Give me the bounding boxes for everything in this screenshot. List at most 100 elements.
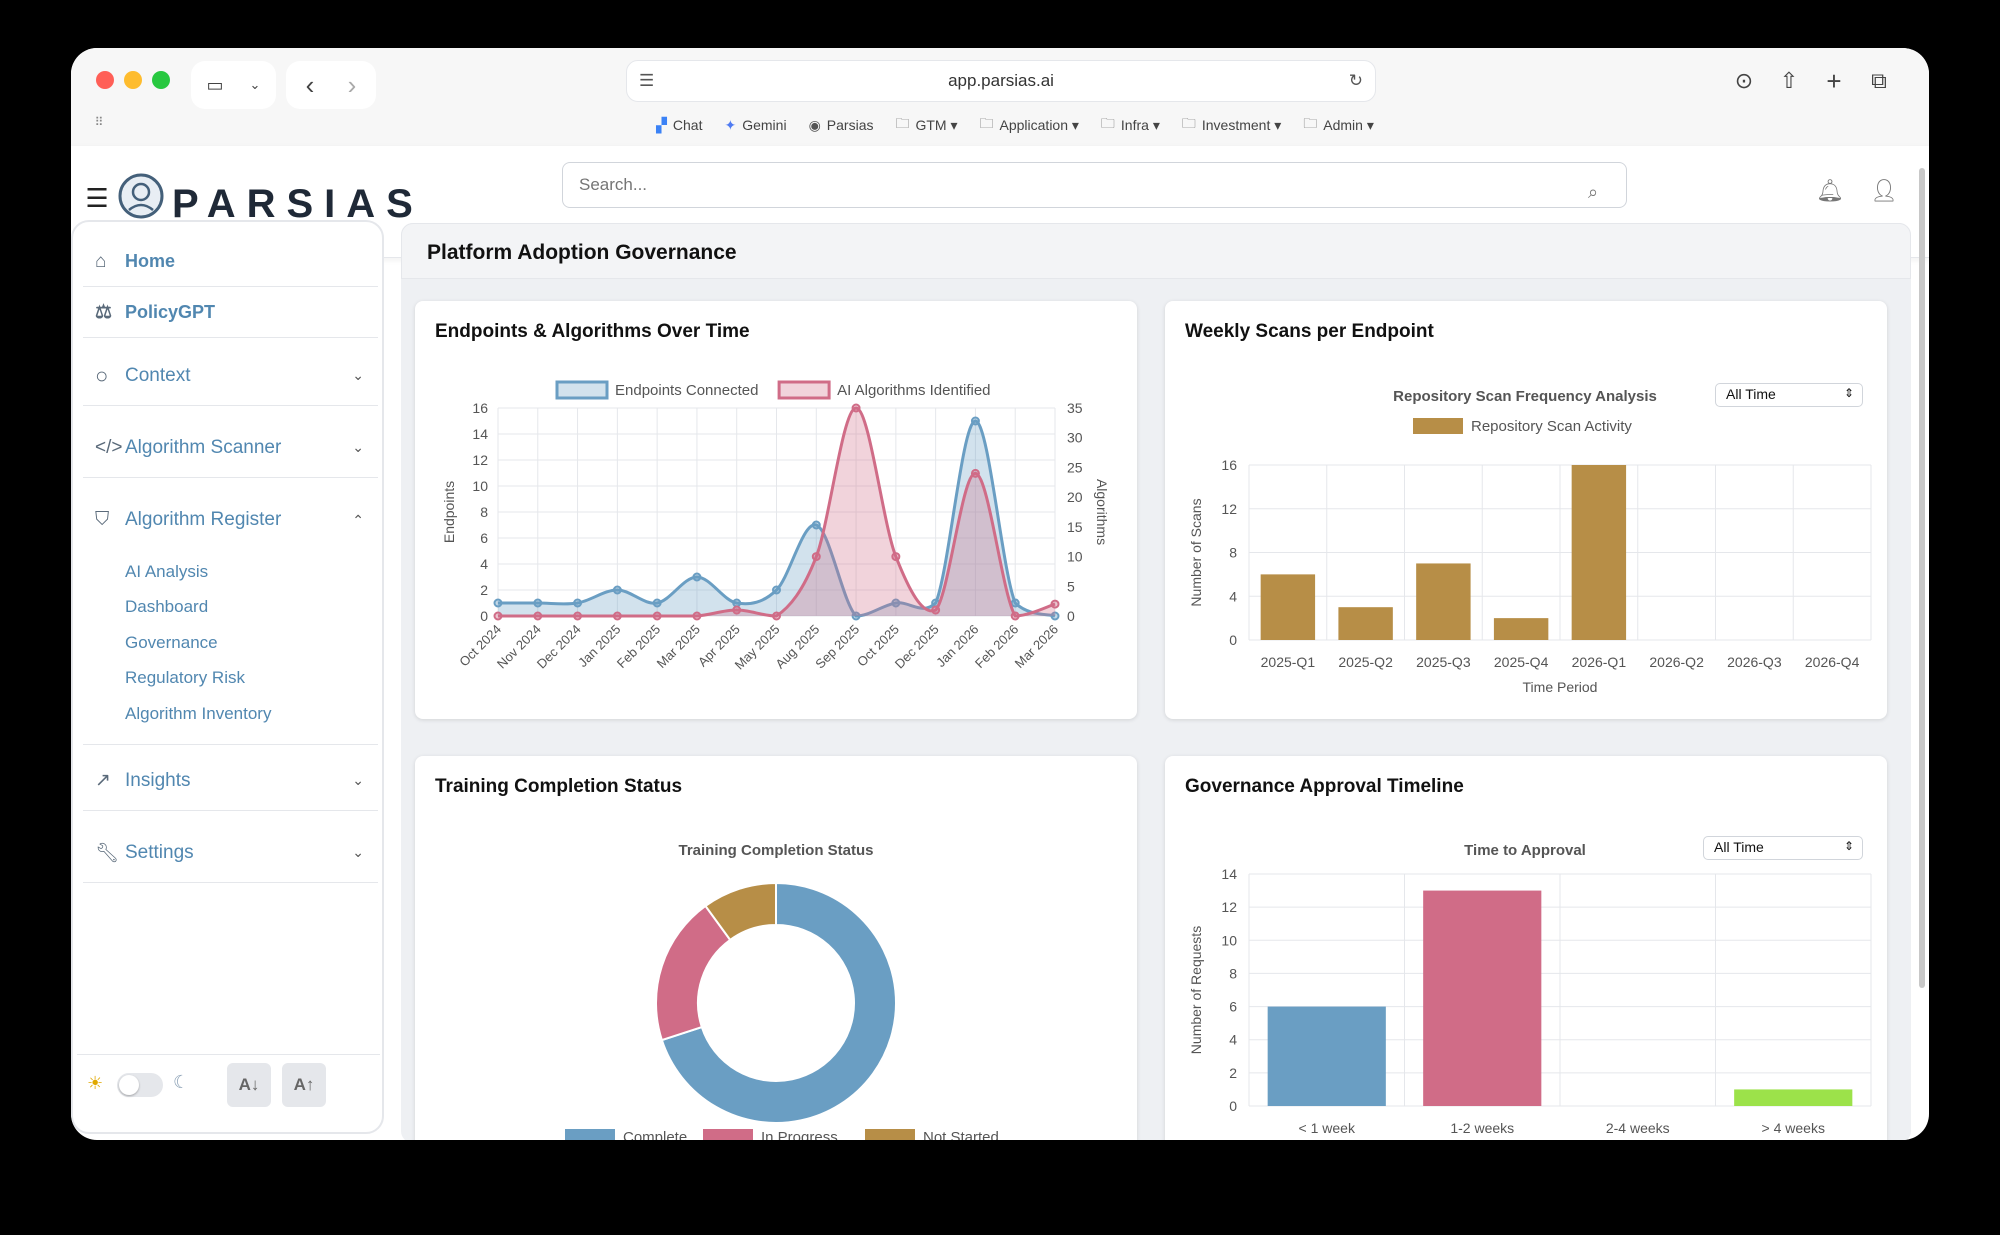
page-settings-icon[interactable]: ☰ [639, 71, 655, 90]
select-arrow-icon: ⇕ [1843, 386, 1854, 400]
bookmark-label: Admin ▾ [1323, 116, 1374, 133]
tab-overview-icon[interactable]: ⧉ [1871, 68, 1887, 93]
decrease-font-button[interactable]: A↓ [227, 1063, 271, 1107]
notifications-bell-icon[interactable]: 🔔︎ [1816, 178, 1844, 203]
sidebar-subitem-governance[interactable]: Governance [125, 633, 218, 652]
reload-icon[interactable]: ↻ [1348, 71, 1363, 90]
shield-icon: ⛉ [95, 509, 110, 530]
legend-label: AI Algorithms Identified [837, 382, 990, 399]
bookmark-label: Application ▾ [999, 116, 1079, 133]
user-profile-icon[interactable]: 👤︎ [1870, 178, 1898, 203]
approval-time-filter[interactable]: All Time ⇕ [1703, 836, 1863, 860]
sidebar-subitem-ai-analysis[interactable]: AI Analysis [125, 562, 209, 581]
chevron-down-icon[interactable]: ⌄ [249, 77, 261, 92]
data-point [772, 611, 781, 621]
legend-swatch [565, 1129, 615, 1140]
y-tick-label: 14 [472, 426, 488, 442]
bookmark-gtm[interactable]: 🗀 GTM ▾ [895, 110, 957, 140]
sidebar-item-settings[interactable]: 🔧︎ Settings ⌄ [83, 823, 378, 883]
theme-toggle[interactable] [117, 1073, 163, 1097]
approval-card: Governance Approval Timeline All Time ⇕ T… [1165, 756, 1887, 1140]
data-point [493, 598, 503, 608]
x-tick-label: Mar 2025 [654, 622, 703, 671]
sidebar-item-algorithm-scanner[interactable]: </> Algorithm Scanner ⌄ [83, 418, 378, 478]
folder-icon: 🗀 [895, 115, 910, 131]
bookmark-admin[interactable]: 🗀 Admin ▾ [1303, 110, 1374, 140]
page-title: Platform Adoption Governance [427, 241, 737, 264]
address-bar[interactable]: ☰ app.parsias.ai ↻ [626, 60, 1376, 102]
search-icon[interactable]: ⌕ [1587, 181, 1599, 202]
data-point [493, 611, 503, 621]
new-tab-icon[interactable]: + [1826, 65, 1842, 96]
minimize-window-button[interactable] [124, 71, 142, 89]
sidebar-item-label: Insights [125, 769, 191, 791]
increase-font-button[interactable]: A↑ [282, 1063, 326, 1107]
data-point [1010, 598, 1020, 608]
forward-icon[interactable]: › [347, 69, 357, 100]
y2-tick-label: 5 [1067, 578, 1075, 594]
sidebar-subitem-dashboard[interactable]: Dashboard [125, 597, 209, 616]
menu-icon[interactable]: ☰ [85, 182, 109, 213]
share-icon[interactable]: ⇧ [1779, 68, 1799, 93]
download-icon[interactable]: ⊙ [1734, 68, 1754, 93]
sidebar-item-home[interactable]: ⌂ Home [83, 237, 378, 287]
bookmarks-bar: ▞ Chat ✦ Gemini ◉ Parsias 🗀 GTM ▾ 🗀 Application ▾… [71, 110, 1929, 140]
sidebar-item-label: Algorithm Register [125, 509, 282, 530]
data-point [732, 605, 742, 615]
gemini-icon: ✦ [724, 116, 737, 133]
sidebar-item-label: PolicyGPT [125, 302, 216, 322]
bookmark-infra[interactable]: 🗀 Infra ▾ [1101, 110, 1160, 140]
browser-chrome: ▭ ⌄ ‹ › ☰ app.parsias.ai ↻ ⊙ ⇧ + ⧉ ⠿ ▞ Ch… [71, 48, 1929, 146]
bar [1338, 607, 1393, 640]
y-tick-label: 0 [1229, 1098, 1237, 1114]
bookmark-label: Chat [672, 117, 703, 133]
y-tick-label: 8 [1229, 545, 1237, 561]
app-logo[interactable]: PARSIAS [172, 182, 424, 226]
sidebar-item-policygpt[interactable]: ⚖ PolicyGPT [83, 288, 378, 338]
scans-time-filter[interactable]: All Time ⇕ [1715, 383, 1863, 407]
bookmark-chat[interactable]: ▞ Chat [656, 110, 702, 140]
nav-button-group: ‹ › [286, 61, 376, 109]
scrollbar[interactable] [1919, 168, 1925, 988]
sidebar-subitem-regulatory-risk[interactable]: Regulatory Risk [125, 668, 245, 687]
bookmark-investment[interactable]: 🗀 Investment ▾ [1182, 110, 1281, 140]
bar [1267, 1006, 1386, 1106]
sidebar-subitem-algorithm-inventory[interactable]: Algorithm Inventory [125, 704, 272, 723]
close-window-button[interactable] [96, 71, 114, 89]
series-line-0 [498, 419, 1056, 618]
x-tick-label: 2026-Q1 [1572, 654, 1627, 670]
chevron-down-icon: ⌄ [352, 439, 364, 455]
y2-tick-label: 10 [1067, 549, 1083, 565]
series-area-1 [498, 408, 1055, 616]
sidebar-item-insights[interactable]: ↗ Insights ⌄ [83, 751, 378, 811]
y-tick-label: 6 [480, 530, 488, 546]
y2-tick-label: 15 [1067, 519, 1083, 535]
sidebar-item-algorithm-register[interactable]: ⛉ Algorithm Register ⌃ [83, 490, 378, 550]
parsias-icon: ◉ [808, 116, 821, 133]
grid-icon[interactable]: ⠿ [94, 115, 104, 129]
chart-title: Repository Scan Frequency Analysis [1393, 388, 1657, 405]
scale-icon: ⚖ [95, 302, 113, 323]
moon-icon: ☾ [173, 1072, 190, 1092]
sidebar-icon[interactable]: ▭ [206, 74, 224, 95]
trend-icon: ↗ [95, 770, 111, 791]
chevron-up-icon: ⌃ [352, 511, 364, 528]
search-input[interactable] [562, 162, 1627, 208]
data-point [970, 468, 980, 478]
y-tick-label: 8 [480, 504, 488, 520]
data-point [692, 611, 702, 621]
bookmark-application[interactable]: 🗀 Application ▾ [980, 110, 1079, 140]
data-point [573, 598, 583, 608]
bookmark-parsias[interactable]: ◉ Parsias [809, 110, 874, 140]
x-tick-label: Dec 2024 [534, 622, 584, 672]
sidebar-item-context[interactable]: ○ Context ⌄ [83, 346, 378, 406]
legend-swatch [777, 380, 831, 400]
sidebar-item-label: Home [125, 251, 176, 271]
folder-icon: 🗀 [979, 115, 994, 131]
bookmark-gemini[interactable]: ✦ Gemini [724, 110, 786, 140]
data-point [533, 611, 543, 621]
y2-tick-label: 0 [1067, 608, 1075, 624]
y-tick-label: 16 [472, 400, 488, 416]
back-icon[interactable]: ‹ [305, 69, 315, 100]
maximize-window-button[interactable] [152, 71, 170, 89]
